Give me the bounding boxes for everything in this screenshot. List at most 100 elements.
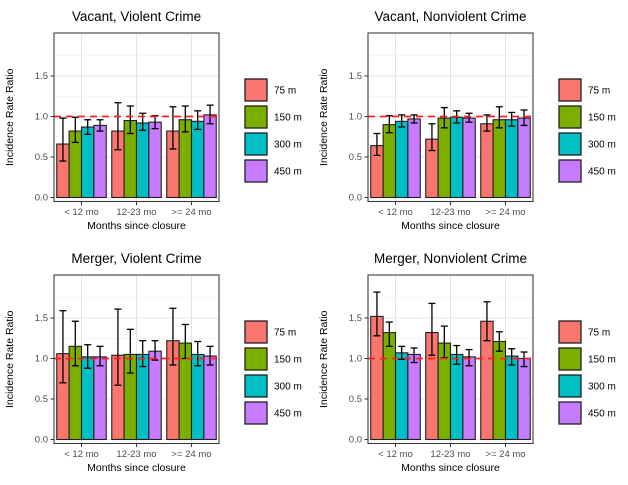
y-axis-title: Incidence Rate Ratio — [4, 68, 16, 166]
bar — [203, 355, 217, 441]
legend-key — [244, 374, 268, 398]
y-tick-label: 0.5 — [35, 152, 48, 163]
legend: 75 m 150 m 300 m 450 m — [244, 78, 302, 183]
legend-label: 300 m — [274, 140, 302, 151]
legend: 75 m 150 m 300 m 450 m — [244, 320, 302, 425]
chart-merger-nonviolent-crime: 0.0 0.5 1.0 1.5 < 12 mo 12-23 mo >= 24 mo Merge… — [314, 242, 628, 485]
chart-title: Merger, Nonviolent Crime — [374, 251, 527, 266]
y-tick-label: 0.5 — [349, 394, 362, 405]
x-tick-label: >= 24 mo — [485, 449, 525, 460]
x-tick-label: >= 24 mo — [171, 207, 211, 218]
legend-label: 300 m — [274, 382, 302, 393]
legend-key — [244, 159, 268, 183]
bar — [148, 121, 162, 199]
bars — [56, 340, 217, 441]
x-axis-title: Months since closure — [401, 220, 500, 232]
legend-key — [558, 401, 582, 425]
bar — [407, 353, 421, 441]
legend-label: 450 m — [588, 167, 616, 178]
y-tick-label: 1.0 — [349, 354, 362, 365]
y-axis-title: Incidence Rate Ratio — [318, 68, 330, 166]
bar — [449, 116, 464, 199]
bar — [80, 126, 95, 199]
legend-label: 150 m — [588, 113, 616, 124]
legend-key — [244, 320, 268, 344]
y-tick-label: 1.0 — [349, 112, 362, 123]
bar — [462, 117, 476, 199]
legend-key — [244, 401, 268, 425]
bar — [462, 356, 476, 441]
y-axis-title: Incidence Rate Ratio — [318, 310, 330, 408]
bars — [370, 116, 531, 199]
y-tick-label: 1.5 — [35, 71, 48, 82]
bar — [93, 124, 107, 199]
legend-key — [244, 347, 268, 371]
x-axis-title: Months since closure — [87, 462, 186, 474]
bar — [504, 355, 519, 441]
legend-label: 450 m — [274, 167, 302, 178]
x-tick-label: 12-23 mo — [430, 449, 470, 460]
error-bars — [59, 102, 214, 162]
legend-key — [558, 105, 582, 129]
bar — [437, 117, 452, 199]
bar — [449, 353, 464, 441]
bar — [203, 114, 217, 199]
bar — [394, 352, 409, 441]
x-tick-label: 12-23 mo — [430, 207, 470, 218]
y-tick-label: 0.5 — [349, 152, 362, 163]
chart-merger-violent-crime: 0.0 0.5 1.0 1.5 < 12 mo 12-23 mo >= 24 mo Merge… — [0, 242, 314, 485]
legend-label: 75 m — [274, 328, 296, 339]
legend-label: 450 m — [588, 409, 616, 420]
axes: 0.0 0.5 1.0 1.5 < 12 mo 12-23 mo >= 24 mo — [35, 71, 212, 218]
bar — [382, 332, 397, 441]
bar — [504, 119, 519, 199]
legend-key — [558, 78, 582, 102]
error-bars — [373, 106, 528, 157]
legend: 75 m 150 m 300 m 450 m — [558, 320, 616, 425]
bar — [135, 122, 150, 199]
bar — [80, 356, 95, 441]
legend-key — [244, 105, 268, 129]
legend-label: 150 m — [274, 113, 302, 124]
legend-label: 150 m — [588, 355, 616, 366]
y-tick-label: 0.0 — [35, 193, 48, 204]
x-tick-label: < 12 mo — [378, 449, 413, 460]
bar — [190, 120, 205, 199]
axes: 0.0 0.5 1.0 1.5 < 12 mo 12-23 mo >= 24 mo — [349, 313, 526, 460]
axes: 0.0 0.5 1.0 1.5 < 12 mo 12-23 mo >= 24 mo — [349, 71, 526, 218]
x-tick-label: < 12 mo — [64, 207, 99, 218]
bar — [190, 353, 205, 441]
chart-title: Vacant, Nonviolent Crime — [374, 9, 526, 24]
chart-title: Vacant, Violent Crime — [72, 9, 201, 24]
legend-label: 150 m — [274, 355, 302, 366]
legend-key — [558, 132, 582, 156]
legend-label: 300 m — [588, 382, 616, 393]
legend-label: 450 m — [274, 409, 302, 420]
legend-key — [244, 132, 268, 156]
bar — [382, 124, 397, 199]
y-tick-label: 0.0 — [35, 435, 48, 446]
y-tick-label: 0.5 — [35, 394, 48, 405]
chart-vacant-violent-crime: 0.0 0.5 1.0 1.5 < 12 mo 12-23 mo >= 24 mo Vacan… — [0, 0, 314, 242]
x-tick-label: < 12 mo — [64, 449, 99, 460]
bar — [492, 119, 507, 199]
bar — [480, 123, 494, 199]
x-tick-label: >= 24 mo — [485, 207, 525, 218]
legend-key — [558, 159, 582, 183]
bar — [517, 117, 531, 199]
legend-label: 75 m — [588, 86, 610, 97]
bar — [93, 356, 107, 441]
x-axis-title: Months since closure — [401, 462, 500, 474]
bars — [56, 114, 217, 199]
legend-key — [244, 78, 268, 102]
chart-title: Merger, Violent Crime — [71, 251, 201, 266]
error-bars — [373, 291, 528, 368]
y-tick-label: 1.5 — [349, 71, 362, 82]
y-tick-label: 1.5 — [35, 313, 48, 324]
y-tick-label: 1.5 — [349, 313, 362, 324]
bar — [407, 118, 421, 199]
legend: 75 m 150 m 300 m 450 m — [558, 78, 616, 183]
x-tick-label: 12-23 mo — [116, 207, 156, 218]
x-tick-label: >= 24 mo — [171, 449, 211, 460]
